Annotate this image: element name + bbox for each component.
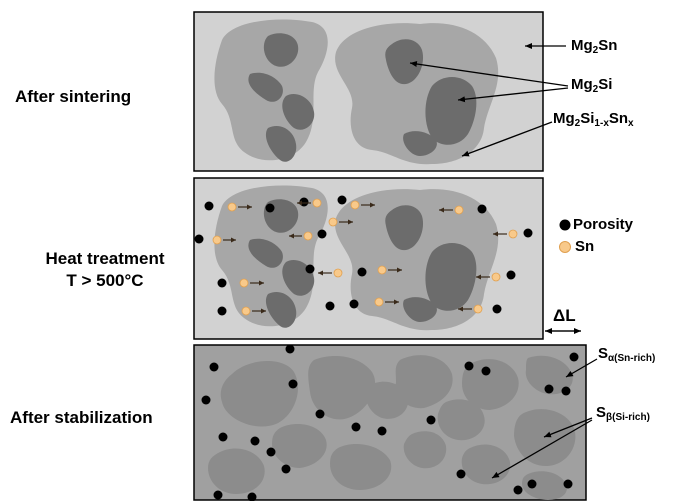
mg2si-core	[265, 125, 297, 162]
panel-after-stabilization	[193, 344, 598, 501]
label-s-beta: Sβ(Si-rich)	[596, 404, 650, 423]
pores	[201, 344, 579, 501]
ss-b: Si	[580, 110, 595, 127]
panel-heat-treatment	[193, 177, 581, 340]
legend-porosity: Porosity	[573, 216, 634, 233]
stage-label-sintering: After sintering	[15, 87, 132, 106]
ss-c-sub: x	[628, 118, 634, 129]
ss-c: Sn	[608, 110, 629, 127]
mg2sn-rest: Sn	[598, 37, 618, 54]
mg2si-subscript: 2	[592, 84, 599, 95]
label-mg2sn: Mg2Sn	[571, 37, 617, 56]
stage-label-stabilization: After stabilization	[10, 408, 153, 427]
mg2sn-subscript: 2	[592, 45, 599, 56]
stage-label-heat-treatment: Heat treatment T > 500°C	[20, 248, 190, 292]
mg2si-core	[248, 238, 283, 268]
delta-l-label: ΔL	[553, 306, 576, 325]
porosity-legend-marker	[559, 219, 571, 231]
mg2si-core	[425, 243, 477, 311]
stabilized-grains	[208, 355, 576, 500]
heat-treatment-temperature: T > 500°C	[66, 271, 144, 290]
sn-particles	[212, 198, 518, 316]
mg2si-rest: Si	[598, 76, 613, 93]
ss-a-sub: 2	[574, 118, 581, 129]
mg2sn-base: Mg	[571, 37, 593, 54]
heat-treatment-title: Heat treatment	[45, 249, 165, 268]
mg2si-core	[403, 297, 437, 322]
legend-sn: Sn	[575, 238, 595, 255]
mg2si-core	[385, 39, 424, 85]
panel-after-sintering	[193, 11, 569, 172]
s-beta-base: S	[596, 404, 607, 421]
label-solid-solution: Mg2Si1-xSnx	[553, 110, 634, 129]
mg2si-core	[403, 131, 437, 156]
s-alpha-base: S	[598, 345, 609, 362]
mg2si-core	[265, 291, 297, 328]
mg2si-core	[425, 77, 477, 145]
ss-b-sub: 1-x	[594, 118, 609, 129]
mg2si-core	[282, 93, 315, 130]
label-mg2si: Mg2Si	[571, 76, 612, 95]
diffusion-arrows	[223, 200, 507, 314]
mg2si-core	[263, 33, 299, 67]
label-s-alpha: Sα(Sn-rich)	[598, 345, 655, 364]
pores	[194, 195, 533, 316]
mg2si-core	[385, 205, 424, 251]
s-alpha-subscript: α(Sn-rich)	[608, 353, 656, 364]
sn-legend-marker	[559, 241, 571, 253]
mg2si-core	[248, 72, 283, 102]
ss-a: Mg	[553, 110, 575, 127]
s-beta-subscript: β(Si-rich)	[606, 412, 650, 423]
mg2si-base: Mg	[571, 76, 593, 93]
